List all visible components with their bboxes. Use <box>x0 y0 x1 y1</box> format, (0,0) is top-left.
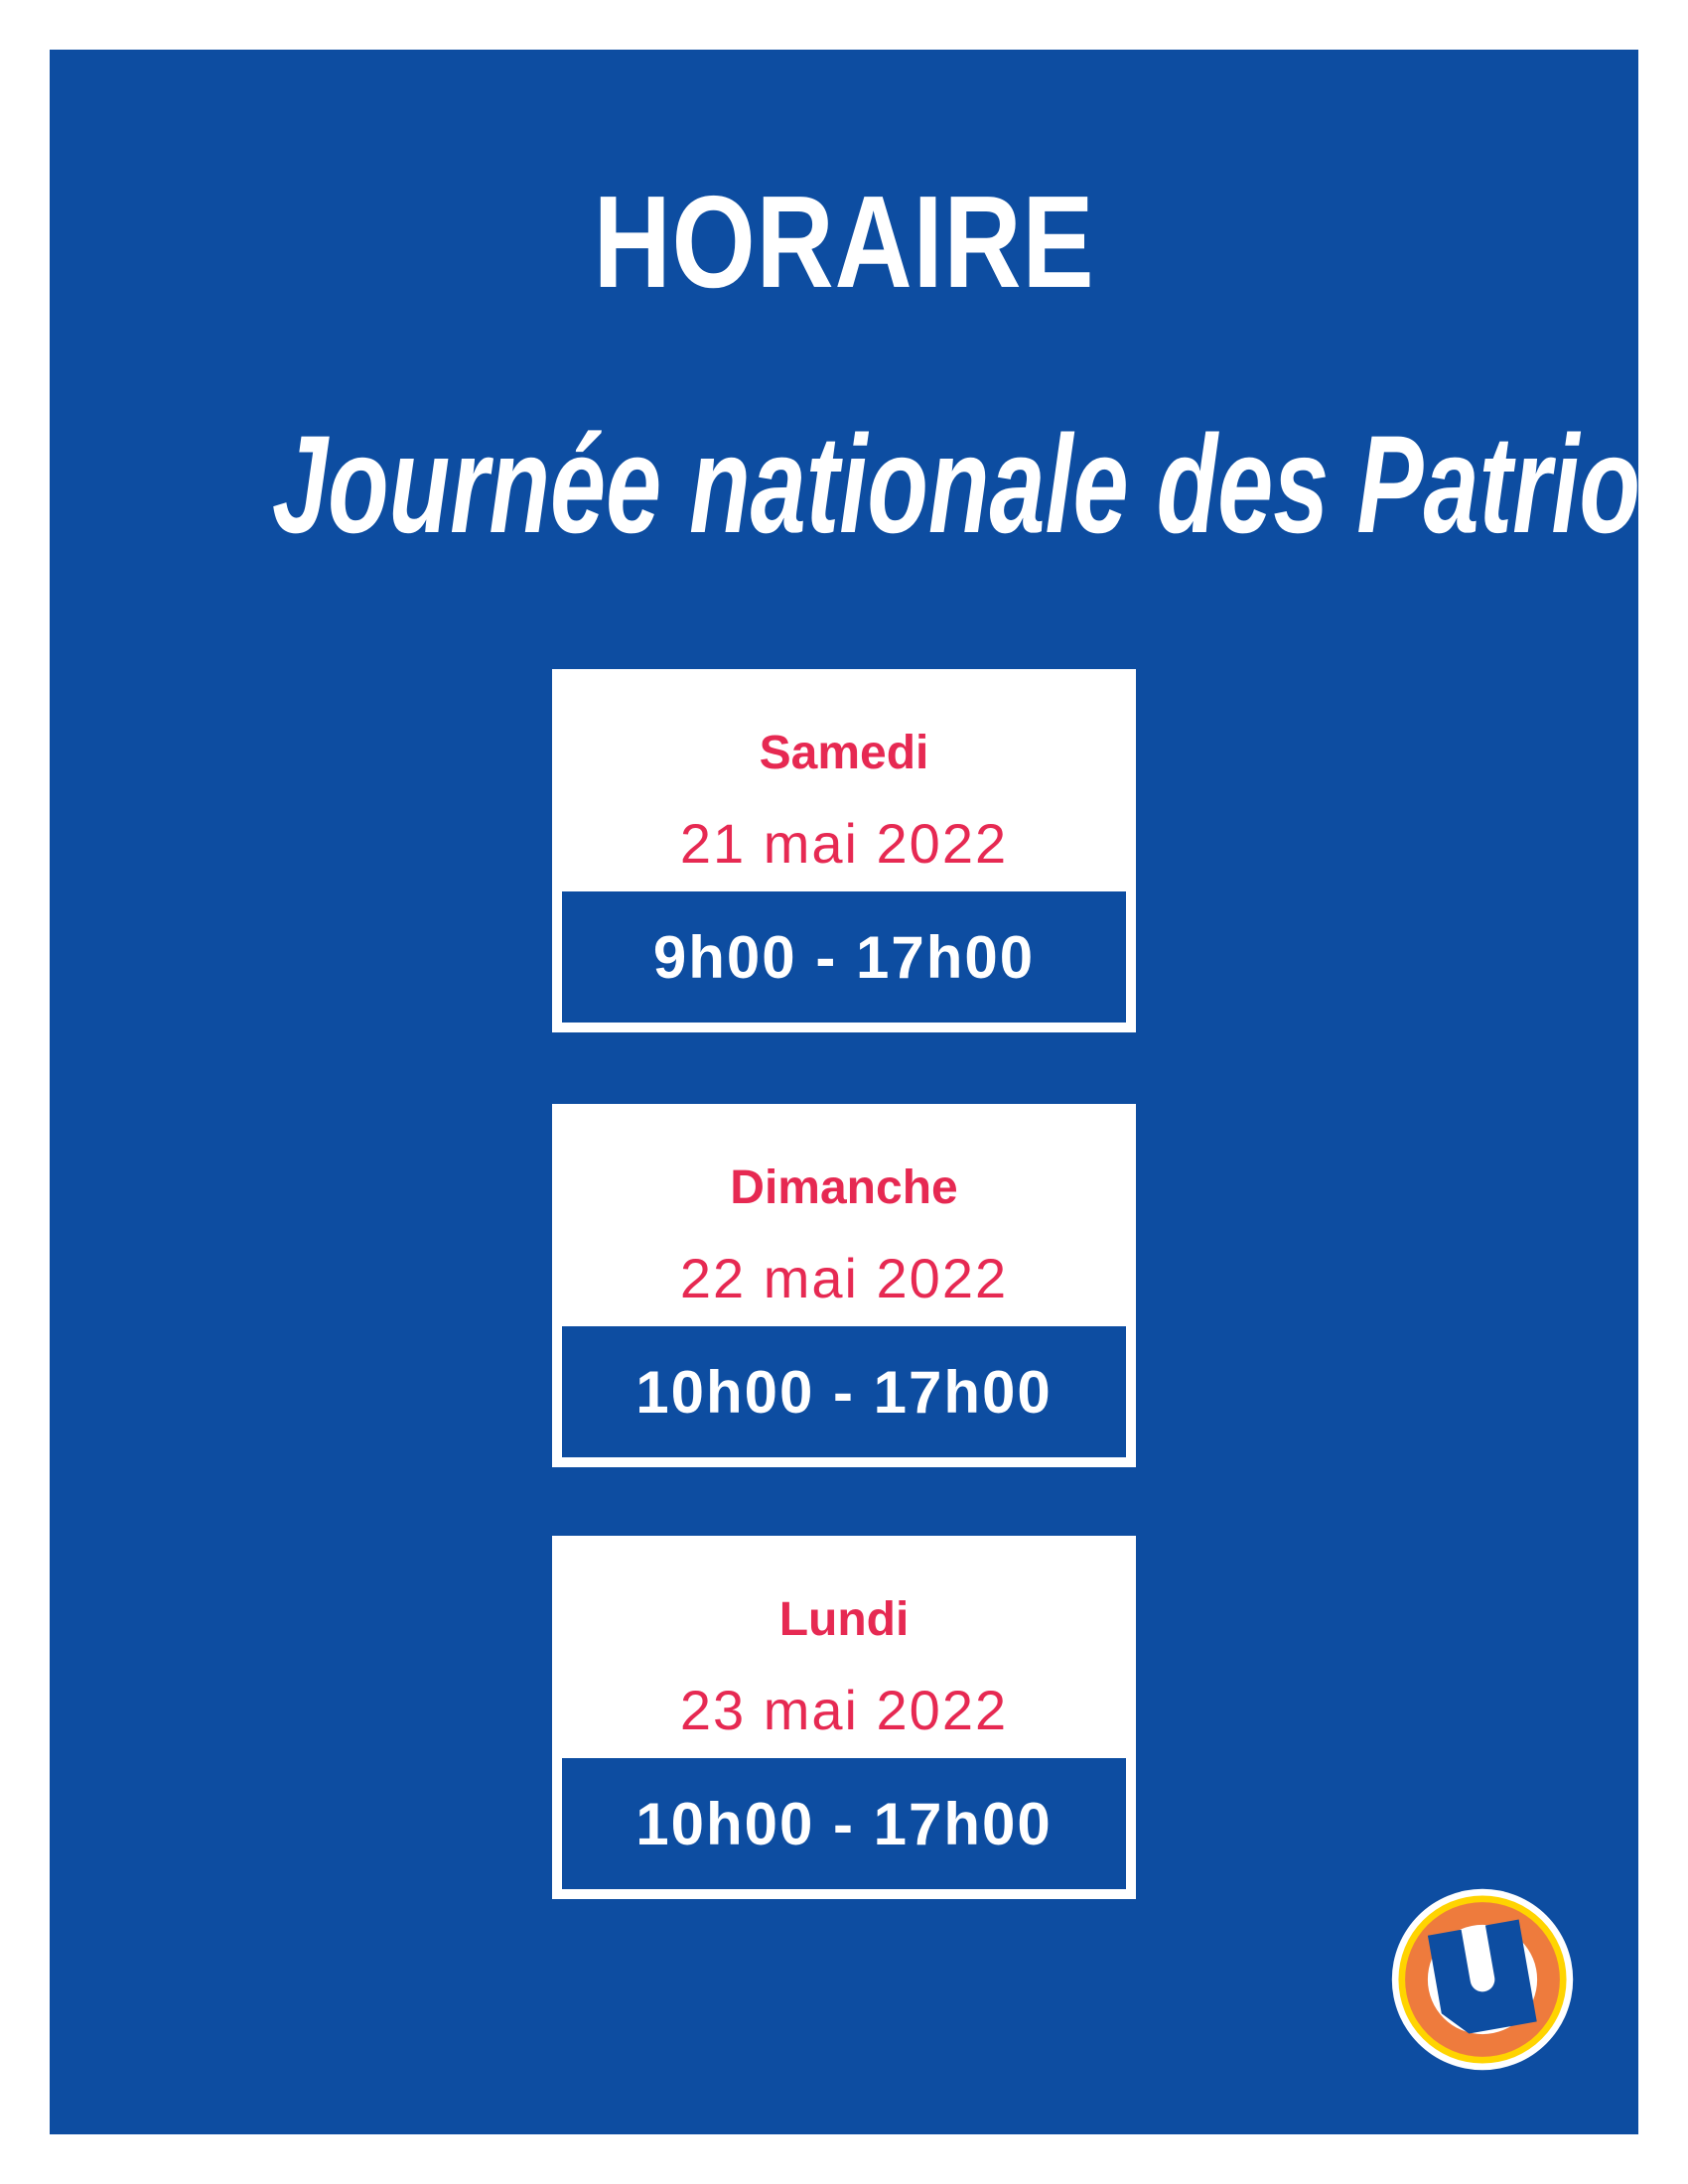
hours-label: 9h00 - 17h00 <box>652 923 1036 991</box>
poster-background: HORAIRE Journée nationale des Patriotes … <box>50 50 1688 2134</box>
day-label: Lundi <box>778 1593 910 1646</box>
u-brand-logo-icon <box>1391 1888 1574 2071</box>
logo-letter-u <box>1427 1919 1537 2034</box>
poster-subtitle: Journée nationale des Patriotes <box>272 406 1688 562</box>
hours-label: 10h00 - 17h00 <box>635 1790 1053 1857</box>
schedule-card-sunday: Dimanche 22 mai 2022 10h00 - 17h00 <box>552 1104 1136 1467</box>
poster-title: HORAIRE <box>593 169 1095 315</box>
hours-label: 10h00 - 17h00 <box>635 1358 1053 1426</box>
hours-bar: 10h00 - 17h00 <box>562 1758 1126 1889</box>
date-label: 21 mai 2022 <box>679 812 1009 875</box>
date-label: 23 mai 2022 <box>679 1679 1009 1741</box>
date-label: 22 mai 2022 <box>679 1247 1009 1309</box>
hours-bar: 10h00 - 17h00 <box>562 1326 1126 1457</box>
schedule-card-monday: Lundi 23 mai 2022 10h00 - 17h00 <box>552 1536 1136 1899</box>
day-label: Dimanche <box>730 1161 958 1214</box>
hours-bar: 9h00 - 17h00 <box>562 891 1126 1023</box>
schedule-card-saturday: Samedi 21 mai 2022 9h00 - 17h00 <box>552 669 1136 1032</box>
day-label: Samedi <box>759 727 929 779</box>
